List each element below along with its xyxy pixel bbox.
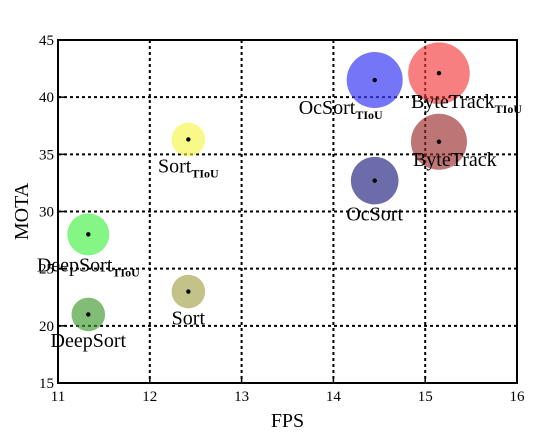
x-tick-label: 14 [326,389,342,405]
point-label: ByteTrackTIoU [411,91,522,116]
y-tick-label: 40 [39,90,54,106]
x-tick-label: 13 [234,389,249,405]
x-tick-label: 11 [51,389,65,405]
y-tick-label: 35 [39,147,54,163]
y-tick-label: 30 [39,205,54,221]
y-tick-label: 15 [39,376,54,392]
bubble-center-dot [436,70,442,76]
point-label: DeepSortTIoU [37,254,140,279]
point-label: OcSortTIoU [299,97,383,122]
y-tick-label: 25 [39,262,54,278]
point-label: SortTIoU [158,155,219,180]
point-label: DeepSort [51,330,127,352]
y-axis-label: MOTA [11,182,33,240]
point-labels: DeepSort DeepSortTIoU Sort SortTIoU OcSort Oc… [37,91,522,352]
bubble-center-dot [86,312,91,317]
bubble-center-dot [372,77,377,83]
x-tick-label: 12 [142,389,157,405]
point-label: OcSort [346,203,403,225]
point-label: ByteTrack [413,149,497,171]
bubble-center-dot [86,232,91,237]
bubble-center-dot [186,289,191,294]
x-axis-label: FPS [271,410,304,432]
x-tick-label: 16 [510,389,526,405]
x-tick-label: 15 [418,389,433,405]
point-label: Sort [172,307,206,329]
bubble-center-dot [436,139,442,144]
bubbles [67,42,470,332]
bubble-center-dot [372,178,377,183]
bubble-center-dot [186,137,191,142]
y-tick-label: 45 [39,33,54,49]
grid-lines [58,40,517,383]
axis-ticks: 11 12 13 14 15 16 15 20 25 30 35 40 45 [39,33,525,405]
y-tick-label: 20 [39,319,54,335]
